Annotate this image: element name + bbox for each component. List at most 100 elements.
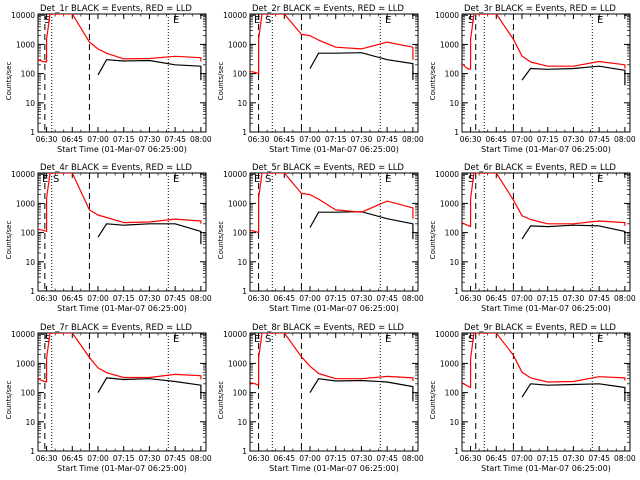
panel-det-3: Det_3r BLACK = Events, RED = LLD 1 10 100 10… [429,4,636,154]
y-tick-label: 1000 [16,199,35,208]
x-tick-label: 06:45 [61,454,83,463]
interval-annotation: E [173,15,179,26]
y-tick-label: 1 [242,447,247,456]
series-line-lld [38,14,202,63]
x-tick-label: 06:45 [61,135,83,144]
y-axis-label: Counts/sec [429,381,437,420]
x-tick-label: 06:45 [273,294,295,303]
plot-frame [249,13,419,133]
y-tick-label: 100 [21,229,36,238]
interval-annotation: E [254,334,260,345]
plot-frame [37,332,207,452]
y-tick-label: 10 [25,258,35,267]
x-tick-label: 08:00 [402,454,424,463]
x-tick-label: 06:30 [36,454,58,463]
x-tick-label: 07:45 [376,294,398,303]
y-tick-label: 100 [445,229,460,238]
y-tick-label: 10000 [223,11,247,20]
y-tick-label: 1000 [228,40,247,49]
y-axis-label: Counts/sec [217,62,225,101]
y-axis-label: Counts/sec [5,62,13,101]
x-tick-label: 06:30 [460,294,482,303]
y-tick-label: 1 [454,287,459,296]
x-tick-label: 07:00 [87,454,109,463]
interval-annotation: E [385,334,391,345]
panel-title: Det_9r BLACK = Events, RED = LLD [464,323,616,333]
y-tick-label: 1000 [440,199,459,208]
x-tick-label: 06:45 [485,454,507,463]
x-tick-label: 06:30 [248,294,270,303]
plot-frame [461,172,631,292]
y-tick-label: 1 [30,447,35,456]
y-tick-label: 1000 [228,199,247,208]
y-tick-label: 1000 [228,359,247,368]
panel-title: Det_4r BLACK = Events, RED = LLD [40,163,192,173]
series-line-events [521,224,626,245]
y-tick-label: 100 [233,229,248,238]
x-tick-label: 07:45 [588,294,610,303]
x-axis-label: Start Time (01-Mar-07 06:25:00) [57,304,187,313]
x-tick-label: 07:15 [537,454,559,463]
y-tick-label: 100 [233,70,248,79]
series-line-events [309,378,414,402]
x-tick-label: 06:45 [273,454,295,463]
x-tick-label: 06:30 [36,294,58,303]
y-axis-label: Counts/sec [217,221,225,260]
y-tick-label: 1000 [440,40,459,49]
x-axis-label: Start Time (01-Mar-07 06:25:00) [57,464,187,473]
plot-frame [249,332,419,452]
y-tick-label: 10000 [223,330,247,339]
interval-annotation: E [254,174,260,185]
y-tick-label: 10000 [435,170,459,179]
x-tick-label: 06:45 [273,135,295,144]
plot-frame [461,332,631,452]
panel-det-9: Det_9r BLACK = Events, RED = LLD 1 10 100 10… [429,323,636,473]
panel-title: Det_7r BLACK = Events, RED = LLD [40,323,192,333]
y-tick-label: 100 [445,70,460,79]
interval-annotation: S [265,174,271,185]
x-tick-label: 07:00 [299,454,321,463]
x-tick-label: 07:30 [351,135,373,144]
x-tick-label: 08:00 [402,294,424,303]
x-tick-label: 07:00 [511,135,533,144]
y-tick-label: 10000 [435,11,459,20]
y-tick-label: 1 [454,128,459,137]
x-tick-label: 07:15 [113,454,135,463]
y-tick-label: 10 [25,99,35,108]
x-tick-label: 08:00 [190,135,212,144]
x-tick-label: 07:00 [299,135,321,144]
x-tick-label: 07:15 [113,294,135,303]
panel-title: Det_5r BLACK = Events, RED = LLD [252,163,404,173]
series-line-lld [250,333,414,386]
x-tick-label: 06:30 [460,454,482,463]
x-axis-label: Start Time (01-Mar-07 06:25:00) [57,145,187,154]
x-tick-label: 07:30 [139,454,161,463]
x-tick-label: 07:15 [537,294,559,303]
x-tick-label: 07:45 [588,135,610,144]
interval-annotation: S [44,15,50,26]
y-tick-label: 100 [445,389,460,398]
x-tick-label: 08:00 [190,454,212,463]
x-tick-label: 07:45 [376,135,398,144]
y-tick-label: 10000 [11,330,35,339]
interval-annotation: S [468,15,474,26]
y-tick-label: 1 [30,128,35,137]
y-axis-label: Counts/sec [429,62,437,101]
series-line-lld [462,333,626,389]
interval-annotation: S [44,334,50,345]
y-axis-label: Counts/sec [5,381,13,420]
panel-det-8: Det_8r BLACK = Events, RED = LLD 1 10 100 10… [217,323,424,473]
x-axis-label: Start Time (01-Mar-07 06:25:00) [481,304,611,313]
y-tick-label: 10000 [435,330,459,339]
x-tick-label: 07:15 [113,135,135,144]
series-line-events [97,377,202,400]
y-tick-label: 10 [25,418,35,427]
series-line-lld [462,173,626,228]
y-tick-label: 10000 [11,170,35,179]
interval-annotation: E [385,174,391,185]
x-tick-label: 08:00 [402,135,424,144]
panel-title: Det_3r BLACK = Events, RED = LLD [464,4,616,14]
x-tick-label: 06:30 [36,135,58,144]
panel-det-7: Det_7r BLACK = Events, RED = LLD 1 10 100 10… [5,323,212,473]
x-tick-label: 07:30 [351,454,373,463]
